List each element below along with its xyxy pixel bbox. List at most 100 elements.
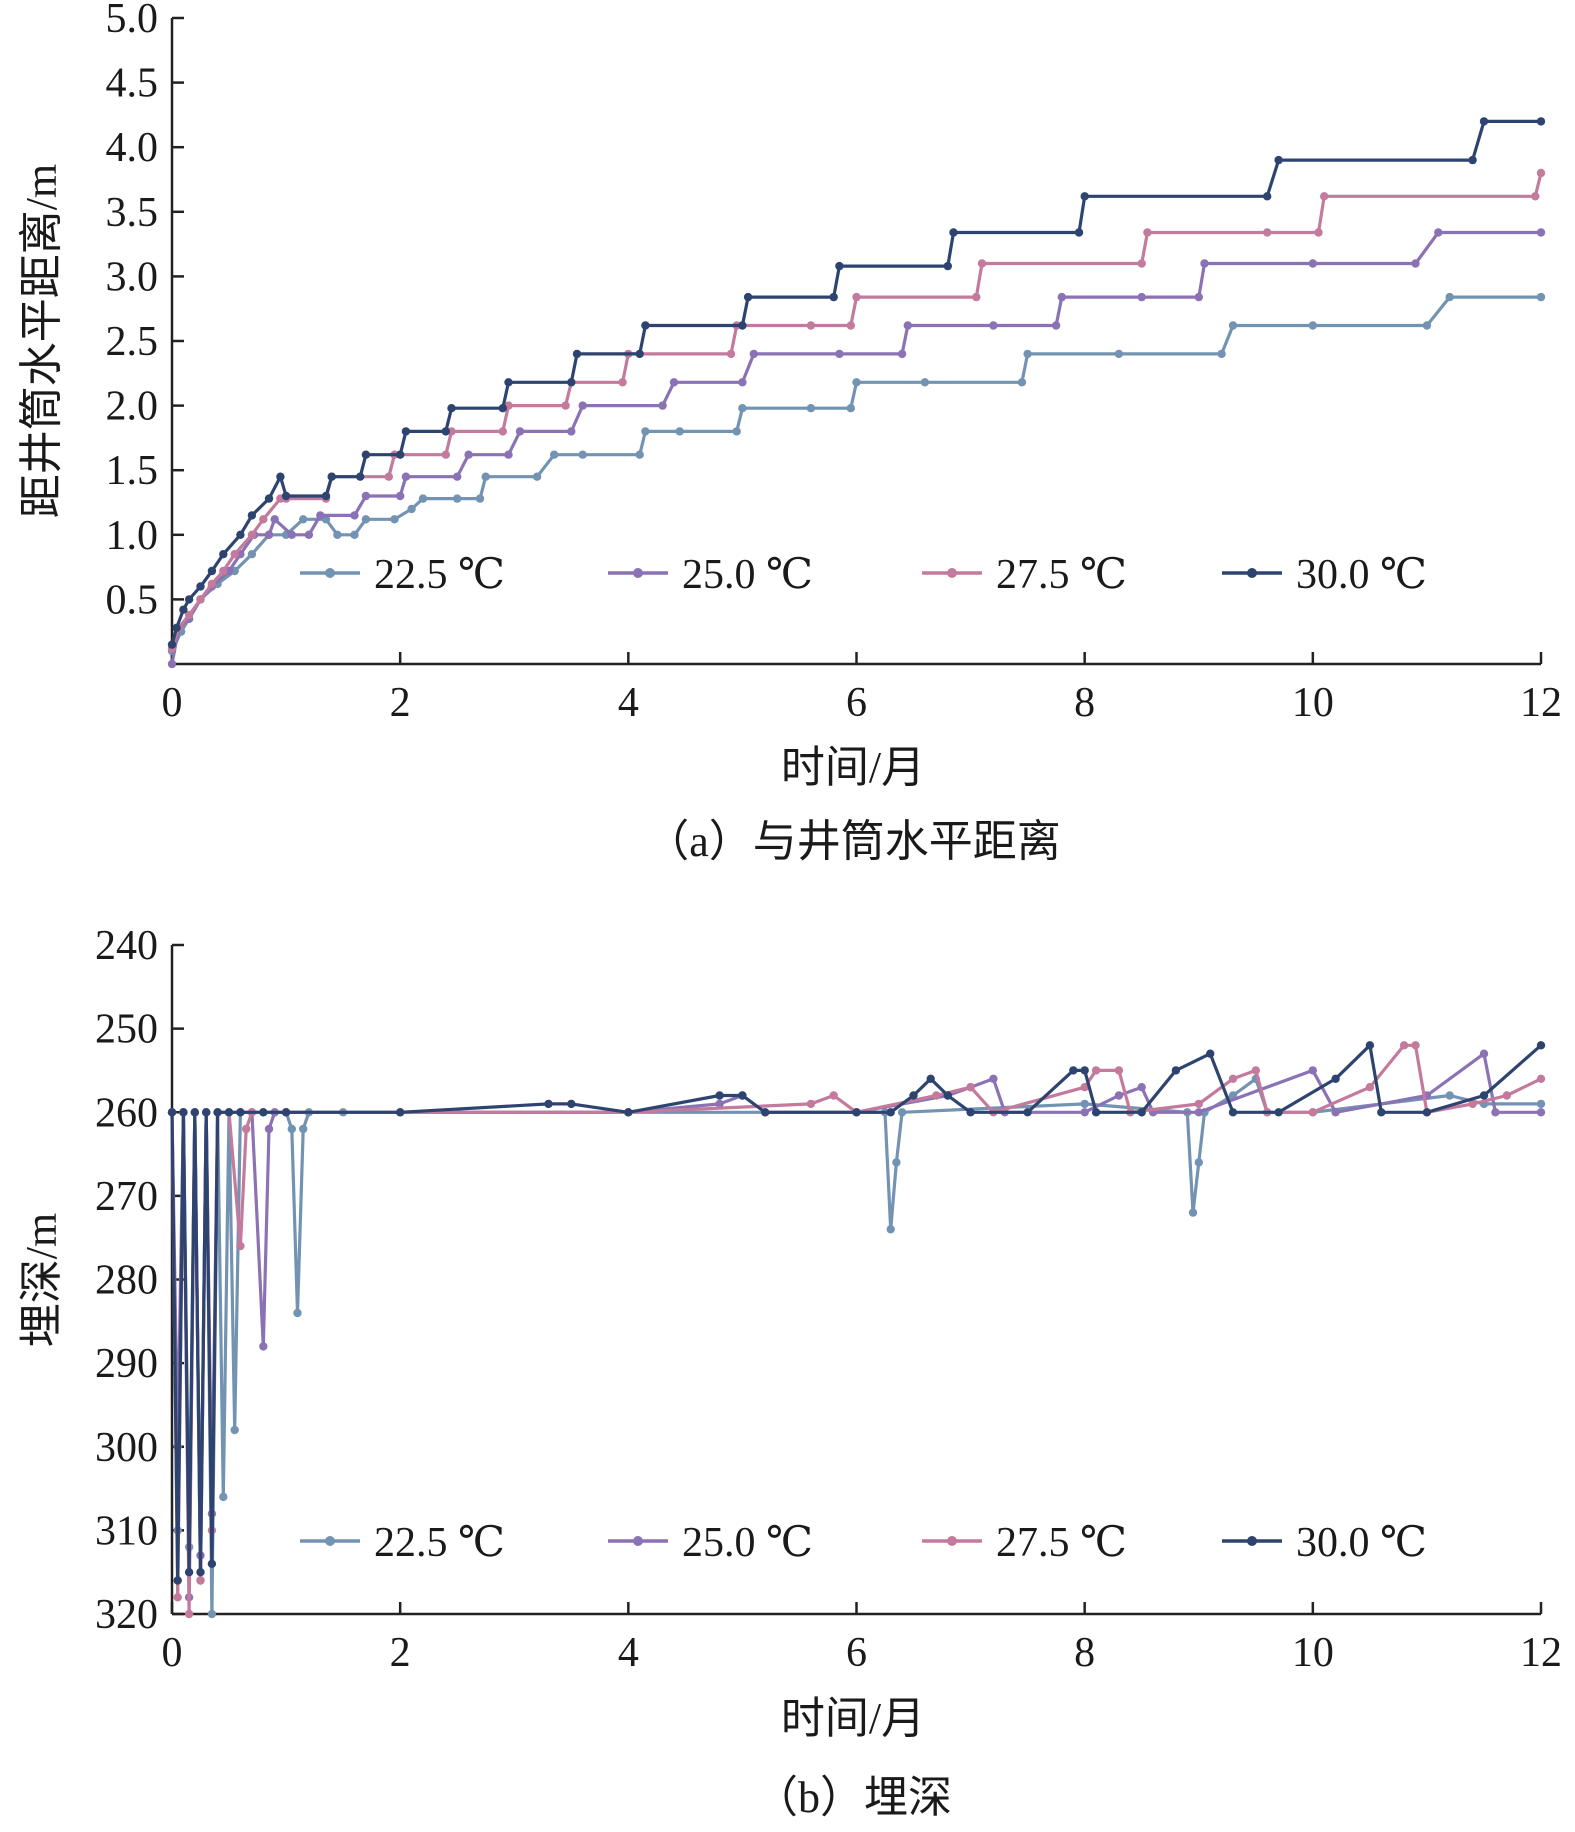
data-point bbox=[1051, 321, 1061, 330]
data-point bbox=[943, 261, 952, 271]
data-point bbox=[846, 321, 855, 330]
data-point bbox=[1080, 192, 1089, 201]
data-point bbox=[213, 1108, 222, 1117]
data-point bbox=[361, 491, 371, 501]
data-point bbox=[1479, 1049, 1489, 1058]
data-point bbox=[1445, 292, 1454, 302]
data-point bbox=[1194, 1099, 1204, 1109]
data-point bbox=[1536, 1074, 1546, 1084]
data-point bbox=[219, 550, 228, 559]
data-point bbox=[532, 472, 542, 481]
data-point bbox=[1445, 1091, 1454, 1100]
data-point bbox=[361, 450, 371, 459]
data-point bbox=[732, 427, 741, 436]
data-point bbox=[897, 349, 907, 359]
legend-label: 22.5 ℃ bbox=[374, 552, 505, 598]
data-point bbox=[1365, 1083, 1375, 1092]
data-point bbox=[1536, 117, 1546, 126]
x-tick-label: 12 bbox=[1520, 680, 1562, 726]
legend-marker bbox=[325, 568, 335, 578]
data-point bbox=[299, 1124, 308, 1134]
data-point bbox=[173, 1576, 182, 1585]
data-point bbox=[281, 491, 291, 501]
data-point bbox=[715, 1091, 724, 1100]
data-point bbox=[1308, 1108, 1318, 1117]
panel-a-caption: （a）与井筒水平距离 bbox=[645, 817, 1061, 866]
data-point bbox=[1331, 1108, 1340, 1117]
data-point bbox=[1308, 321, 1318, 330]
data-point bbox=[498, 404, 507, 413]
data-point bbox=[920, 378, 930, 387]
data-point bbox=[578, 450, 587, 459]
data-point bbox=[401, 427, 411, 436]
data-point bbox=[1137, 292, 1146, 302]
y-tick-label: 320 bbox=[95, 1592, 158, 1638]
data-point bbox=[287, 1124, 296, 1134]
data-point bbox=[846, 404, 855, 413]
data-point bbox=[624, 1108, 633, 1117]
data-point bbox=[396, 491, 405, 501]
data-point bbox=[184, 595, 194, 604]
legend-marker bbox=[947, 568, 957, 578]
y-tick-label: 5.0 bbox=[106, 0, 159, 42]
y-tick-label: 310 bbox=[95, 1508, 158, 1554]
data-point bbox=[504, 378, 513, 387]
data-point bbox=[1114, 1066, 1124, 1075]
legend-label: 30.0 ℃ bbox=[1296, 1520, 1427, 1566]
data-point bbox=[1251, 1066, 1261, 1075]
data-point bbox=[1531, 192, 1540, 201]
data-point bbox=[504, 450, 513, 459]
data-point bbox=[202, 1108, 211, 1117]
data-point bbox=[384, 472, 393, 481]
data-point bbox=[909, 1091, 918, 1100]
legend-marker bbox=[947, 1536, 957, 1546]
data-point bbox=[1263, 192, 1272, 201]
data-point bbox=[1434, 228, 1443, 237]
data-point bbox=[618, 378, 627, 387]
y-tick-label: 1.0 bbox=[106, 513, 159, 559]
data-point bbox=[1331, 1074, 1340, 1084]
data-point bbox=[715, 1099, 724, 1109]
data-point bbox=[972, 292, 981, 302]
y-tick-label: 0.5 bbox=[106, 577, 159, 623]
legend-label: 25.0 ℃ bbox=[682, 1520, 813, 1566]
data-point bbox=[236, 1108, 245, 1117]
data-point bbox=[835, 261, 844, 271]
data-point bbox=[390, 515, 399, 524]
data-point bbox=[270, 515, 279, 524]
data-point bbox=[247, 511, 257, 520]
data-point bbox=[1137, 1108, 1146, 1117]
data-point bbox=[167, 659, 177, 669]
data-point bbox=[1080, 1099, 1089, 1109]
data-point bbox=[196, 595, 205, 604]
data-point bbox=[1536, 1099, 1546, 1109]
data-point bbox=[852, 378, 861, 387]
data-point bbox=[567, 378, 576, 387]
data-point bbox=[1274, 1108, 1283, 1117]
y-tick-label: 4.0 bbox=[106, 125, 159, 171]
data-point bbox=[1491, 1108, 1500, 1117]
data-point bbox=[1217, 349, 1226, 359]
data-point bbox=[207, 1609, 217, 1619]
data-point bbox=[669, 378, 679, 387]
data-point bbox=[743, 292, 753, 302]
series-line-1 bbox=[170, 295, 1541, 652]
x-tick-label: 8 bbox=[1074, 1630, 1095, 1676]
data-point bbox=[641, 427, 650, 436]
data-point bbox=[738, 321, 747, 330]
data-point bbox=[515, 427, 525, 436]
data-point bbox=[407, 504, 416, 514]
data-point bbox=[236, 1241, 245, 1251]
data-point bbox=[1194, 1158, 1204, 1167]
data-point bbox=[1228, 1074, 1238, 1084]
data-point bbox=[966, 1108, 975, 1117]
data-point bbox=[1308, 259, 1318, 268]
data-point bbox=[1114, 1091, 1124, 1100]
data-point bbox=[350, 530, 359, 539]
data-point bbox=[441, 450, 450, 459]
data-point bbox=[567, 1099, 576, 1109]
data-point bbox=[167, 1108, 177, 1117]
data-point bbox=[1228, 1108, 1238, 1117]
data-point bbox=[567, 427, 576, 436]
data-point bbox=[989, 1074, 998, 1084]
